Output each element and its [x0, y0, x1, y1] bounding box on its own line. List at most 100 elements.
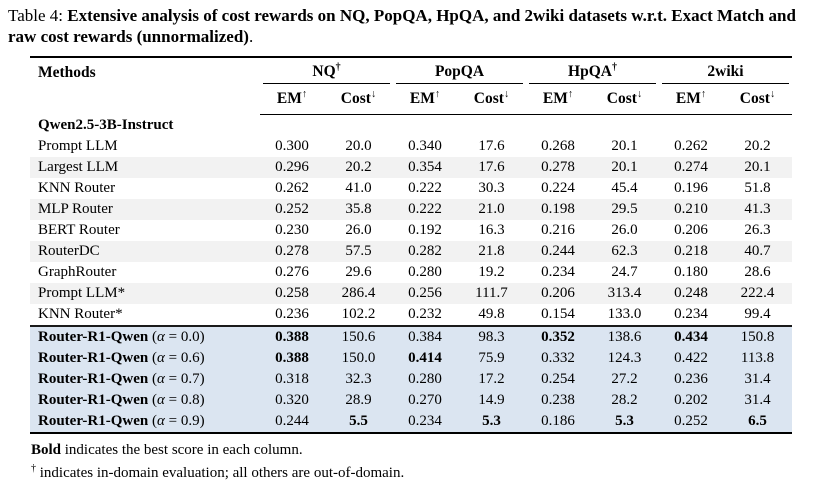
value-cell: 0.300	[275, 138, 309, 155]
table-row: MLP Router 0.252 35.8 0.222 21.0 0.198 29.5 0.2…	[30, 199, 792, 221]
value-cell: 0.198	[541, 201, 575, 218]
value-cell: 0.186	[541, 413, 575, 430]
value-cell: 29.5	[611, 201, 638, 218]
method-name: RouterDC	[38, 243, 100, 260]
value-cell: 16.3	[478, 222, 505, 239]
value-cell: 14.9	[478, 392, 505, 409]
group-header-2wiki: 2wiki	[659, 57, 792, 85]
value-cell: 0.196	[674, 180, 708, 197]
value-cell: 0.206	[674, 222, 708, 239]
method-name: BERT Router	[38, 222, 120, 239]
table-row: Largest LLM 0.296 20.2 0.354 17.6 0.278 20.1 0.…	[30, 157, 792, 179]
value-cell: 0.248	[674, 285, 708, 302]
value-cell: 45.4	[611, 180, 638, 197]
value-cell: 0.384	[408, 329, 442, 346]
group-header-hpqa: HpQA†	[526, 57, 659, 85]
value-cell: 21.8	[478, 243, 505, 260]
down-arrow-icon: ↓	[503, 89, 510, 101]
value-cell: 0.224	[541, 180, 575, 197]
value-cell: 150.8	[740, 329, 775, 346]
value-cell: 27.2	[611, 371, 638, 388]
footnote: † indicates in-domain evaluation; all ot…	[31, 462, 405, 481]
em-column-header: EM↑	[260, 84, 324, 116]
value-cell: 0.318	[275, 371, 309, 388]
value-cell: 5.5	[349, 413, 368, 430]
value-cell: 0.278	[275, 243, 309, 260]
table-row: GraphRouter 0.276 29.6 0.280 19.2 0.234 24.7 0.…	[30, 262, 792, 283]
value-cell: 98.3	[478, 329, 505, 346]
value-cell: 6.5	[748, 413, 767, 430]
up-arrow-icon: ↑	[434, 89, 441, 101]
value-cell: 28.9	[345, 392, 372, 409]
value-cell: 0.230	[275, 222, 309, 239]
value-cell: 0.252	[674, 413, 708, 430]
value-cell: 49.8	[478, 306, 505, 323]
value-cell: 17.6	[478, 159, 505, 176]
table-row: Prompt LLM 0.300 20.0 0.340 17.6 0.268 20.1 0.2…	[30, 136, 792, 157]
cost-column-header: Cost↓	[590, 84, 659, 116]
value-cell: 24.7	[611, 264, 638, 281]
group-header-nq: NQ†	[260, 57, 393, 85]
cost-column-header: Cost↓	[457, 84, 526, 116]
down-arrow-icon: ↓	[636, 89, 643, 101]
method-name: Router-R1-Qwen (α = 0.6)	[38, 350, 205, 367]
value-cell: 0.192	[408, 222, 442, 239]
value-cell: 138.6	[607, 329, 642, 346]
value-cell: 20.1	[611, 159, 638, 176]
cost-column-header: Cost↓	[324, 84, 393, 116]
alpha-symbol: α	[157, 329, 165, 346]
value-cell: 29.6	[345, 264, 372, 281]
alpha-symbol: α	[157, 371, 165, 388]
value-cell: 150.0	[341, 350, 376, 367]
value-cell: 222.4	[740, 285, 775, 302]
value-cell: 0.274	[674, 159, 708, 176]
value-cell: 0.262	[674, 138, 708, 155]
value-cell: 20.0	[345, 138, 372, 155]
value-cell: 41.0	[345, 180, 372, 197]
value-cell: 0.180	[674, 264, 708, 281]
value-cell: 0.244	[541, 243, 575, 260]
em-column-header: EM↑	[393, 84, 457, 116]
alpha-symbol: α	[157, 350, 165, 367]
em-column-header: EM↑	[659, 84, 723, 116]
metric-header-row: EM↑ Cost↓ EM↑ Cost↓ EM↑ Cost↓ EM↑ Cost↓	[30, 84, 792, 116]
value-cell: 31.4	[744, 392, 771, 409]
table-row: Router-R1-Qwen (α = 0.6) 0.388 150.0 0.414 7…	[30, 348, 792, 370]
method-name: Prompt LLM*	[38, 285, 126, 302]
method-name: MLP Router	[38, 201, 113, 218]
value-cell: 0.218	[674, 243, 708, 260]
method-name: Router-R1-Qwen (α = 0.9)	[38, 413, 205, 430]
value-cell: 0.234	[408, 413, 442, 430]
footnote: Bold indicates the best score in each co…	[31, 442, 303, 459]
value-cell: 40.7	[744, 243, 771, 260]
caption-period: .	[248, 27, 254, 47]
value-cell: 0.388	[275, 350, 309, 367]
table-row: Router-R1-Qwen (α = 0.7) 0.318 32.3 0.280 17…	[30, 369, 792, 391]
value-cell: 21.0	[478, 201, 505, 218]
method-name: Largest LLM	[38, 159, 119, 176]
value-cell: 0.236	[275, 306, 309, 323]
value-cell: 0.434	[674, 329, 708, 346]
table-row: Router-R1-Qwen (α = 0.0) 0.388 150.6 0.384 9…	[30, 326, 792, 349]
value-cell: 0.234	[541, 264, 575, 281]
value-cell: 0.258	[275, 285, 309, 302]
value-cell: 20.2	[345, 159, 372, 176]
method-name: Router-R1-Qwen (α = 0.0)	[38, 329, 205, 346]
value-cell: 51.8	[744, 180, 771, 197]
dagger-icon: †	[31, 462, 36, 474]
value-cell: 0.332	[541, 350, 575, 367]
value-cell: 99.4	[744, 306, 771, 323]
value-cell: 0.296	[275, 159, 309, 176]
table-body: Qwen2.5-3B-Instruct Prompt LLM 0.300 20.0 0.…	[30, 115, 792, 434]
value-cell: 62.3	[611, 243, 638, 260]
caption-text: Extensive analysis of cost rewards on NQ…	[8, 6, 796, 47]
value-cell: 5.3	[615, 413, 634, 430]
value-cell: 0.202	[674, 392, 708, 409]
value-cell: 0.320	[275, 392, 309, 409]
method-name: Prompt LLM	[38, 138, 118, 155]
value-cell: 133.0	[607, 306, 642, 323]
value-cell: 0.352	[541, 329, 575, 346]
value-cell: 286.4	[341, 285, 376, 302]
value-cell: 0.234	[674, 306, 708, 323]
down-arrow-icon: ↓	[370, 89, 377, 101]
